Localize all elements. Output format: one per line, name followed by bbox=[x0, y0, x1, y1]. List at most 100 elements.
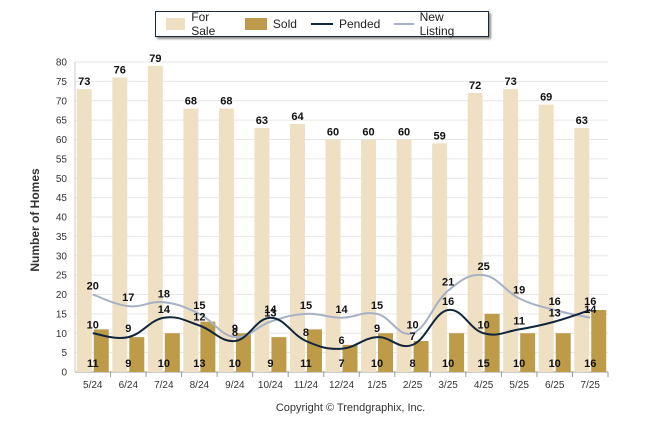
for-sale-bar bbox=[183, 108, 199, 372]
sold-label: 10 bbox=[371, 358, 383, 370]
for-sale-label: 69 bbox=[540, 92, 552, 104]
pended-label: 16 bbox=[442, 296, 454, 308]
legend-swatch-pended bbox=[310, 23, 333, 25]
pended-label: 14 bbox=[264, 304, 277, 316]
x-tick-label: 3/25 bbox=[438, 380, 458, 391]
sold-label: 10 bbox=[158, 358, 170, 370]
sold-bar bbox=[378, 333, 394, 372]
x-tick-label: 7/25 bbox=[580, 380, 600, 391]
for-sale-bar bbox=[432, 143, 448, 372]
legend-swatch-for-sale bbox=[166, 18, 186, 30]
x-tick-label: 5/24 bbox=[83, 380, 103, 391]
sold-label: 9 bbox=[125, 358, 131, 370]
sold-label: 8 bbox=[410, 358, 416, 370]
pended-label: 9 bbox=[374, 323, 380, 335]
new-listing-label: 15 bbox=[300, 300, 312, 312]
for-sale-bar bbox=[289, 124, 305, 372]
legend-swatch-sold bbox=[244, 18, 267, 30]
x-tick-label: 2/25 bbox=[403, 380, 423, 391]
sold-label: 15 bbox=[478, 358, 490, 370]
for-sale-label: 60 bbox=[398, 127, 410, 139]
for-sale-bar bbox=[538, 104, 554, 372]
sold-label: 11 bbox=[300, 358, 312, 370]
new-listing-label: 15 bbox=[193, 300, 205, 312]
for-sale-label: 76 bbox=[114, 65, 126, 77]
pended-label: 16 bbox=[584, 296, 596, 308]
new-listing-label: 20 bbox=[87, 281, 99, 293]
pended-label: 11 bbox=[513, 315, 525, 327]
legend-item-sold: Sold bbox=[244, 17, 297, 31]
copyright-text: Copyright © Trendgraphix, Inc. bbox=[275, 402, 426, 414]
new-listing-label: 19 bbox=[513, 284, 525, 296]
y-tick-label: 65 bbox=[56, 116, 68, 127]
y-tick-label: 45 bbox=[56, 193, 68, 204]
new-listing-label: 25 bbox=[478, 261, 490, 273]
sold-bar bbox=[555, 333, 571, 372]
sold-label: 13 bbox=[193, 358, 205, 370]
legend-swatch-new-listing bbox=[394, 23, 414, 25]
legend-item-for-sale: For Sale bbox=[166, 10, 231, 38]
for-sale-label: 68 bbox=[185, 96, 197, 108]
for-sale-label: 73 bbox=[505, 76, 517, 88]
y-tick-label: 20 bbox=[56, 290, 68, 301]
for-sale-bar bbox=[254, 127, 270, 372]
for-sale-label: 60 bbox=[362, 127, 374, 139]
for-sale-bar bbox=[112, 77, 128, 372]
y-tick-label: 50 bbox=[56, 174, 68, 185]
pended-line bbox=[92, 308, 591, 350]
for-sale-bar bbox=[467, 93, 483, 372]
legend-item-pended: Pended bbox=[310, 17, 380, 31]
sold-label: 10 bbox=[513, 358, 525, 370]
for-sale-bar bbox=[76, 89, 92, 372]
pended-label: 8 bbox=[303, 327, 309, 339]
legend-label-for-sale: For Sale bbox=[191, 10, 216, 38]
sold-label: 10 bbox=[549, 358, 561, 370]
legend-label-sold: Sold bbox=[272, 17, 297, 31]
y-tick-label: 5 bbox=[61, 348, 67, 359]
sold-bar bbox=[129, 337, 145, 372]
y-tick-label: 0 bbox=[61, 368, 67, 379]
sold-bar bbox=[200, 321, 216, 372]
x-tick-label: 8/24 bbox=[190, 380, 210, 391]
gridlines bbox=[75, 61, 608, 373]
for-sale-bar bbox=[218, 108, 234, 372]
new-listing-label: 14 bbox=[584, 304, 597, 316]
y-tick-label: 60 bbox=[56, 135, 68, 146]
new-listing-label: 16 bbox=[549, 296, 561, 308]
y-tick-label: 55 bbox=[56, 154, 68, 165]
pended-label: 10 bbox=[478, 319, 490, 331]
sold-label: 7 bbox=[338, 358, 344, 370]
x-tick-label: 7/24 bbox=[154, 380, 174, 391]
sold-bar bbox=[520, 333, 536, 372]
pended-label: 12 bbox=[193, 312, 205, 324]
pended-label: 14 bbox=[158, 304, 171, 316]
pended-label: 10 bbox=[87, 319, 99, 331]
for-sale-label: 72 bbox=[469, 80, 481, 92]
for-sale-label: 63 bbox=[256, 115, 268, 127]
sold-bar bbox=[235, 333, 251, 372]
for-sale-label: 60 bbox=[327, 127, 339, 139]
sold-label: 10 bbox=[229, 358, 241, 370]
sold-label: 10 bbox=[442, 358, 454, 370]
new-listing-label: 15 bbox=[371, 300, 383, 312]
x-tick-label: 12/24 bbox=[329, 380, 354, 391]
for-sale-label: 63 bbox=[576, 115, 588, 127]
pended-label: 13 bbox=[549, 308, 561, 320]
sold-bar bbox=[591, 310, 607, 372]
pended-label: 9 bbox=[125, 323, 131, 335]
new-listing-label: 13 bbox=[264, 308, 276, 320]
y-tick-label: 35 bbox=[56, 232, 68, 243]
y-tick-label: 30 bbox=[56, 251, 68, 262]
for-sale-bars bbox=[76, 65, 590, 372]
new-listing-label: 9 bbox=[232, 323, 238, 335]
legend: For Sale Sold Pended New Listing bbox=[155, 10, 489, 38]
sold-label: 11 bbox=[87, 358, 99, 370]
sold-bar bbox=[449, 333, 465, 372]
pended-label: 6 bbox=[338, 335, 344, 347]
y-tick-label: 75 bbox=[56, 77, 68, 88]
sold-bars bbox=[93, 310, 607, 372]
for-sale-bar bbox=[396, 139, 412, 372]
x-tick-label: 11/24 bbox=[294, 380, 319, 391]
new-listing-label: 18 bbox=[158, 288, 170, 300]
pended-label: 8 bbox=[232, 327, 238, 339]
